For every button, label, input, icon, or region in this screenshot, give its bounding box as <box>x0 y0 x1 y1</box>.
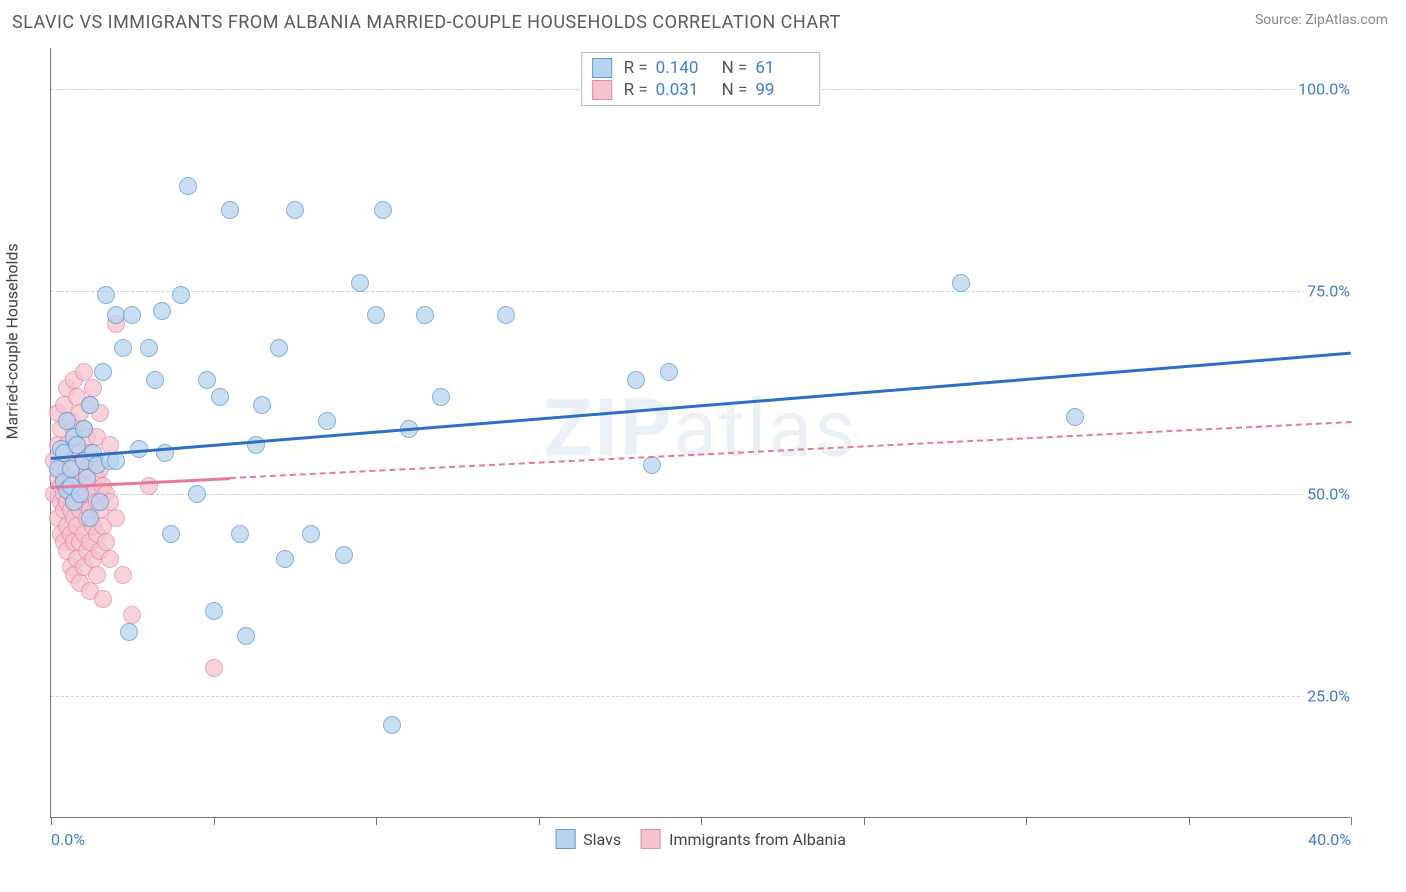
x-tick <box>864 817 865 825</box>
data-point-slavs <box>81 509 99 527</box>
x-tick <box>1189 817 1190 825</box>
data-point-slavs <box>188 485 206 503</box>
data-point-slavs <box>416 306 434 324</box>
source-attribution: Source: ZipAtlas.com <box>1255 12 1388 28</box>
series-legend: Slavs Immigrants from Albania <box>555 829 846 849</box>
stats-legend-box: R = 0.140 N = 61 R = 0.031 N = 99 <box>581 52 821 106</box>
x-tick <box>376 817 377 825</box>
legend-label-albania: Immigrants from Albania <box>669 830 846 849</box>
swatch-slavs <box>592 58 612 78</box>
x-tick <box>1026 817 1027 825</box>
data-point-slavs <box>179 177 197 195</box>
data-point-slavs <box>198 371 216 389</box>
data-point-slavs <box>627 371 645 389</box>
data-point-slavs <box>318 412 336 430</box>
x-tick <box>701 817 702 825</box>
y-tick-label: 25.0% <box>1303 687 1354 706</box>
data-point-albania <box>88 566 106 584</box>
y-tick-label: 75.0% <box>1303 282 1354 301</box>
swatch-albania <box>592 80 612 100</box>
legend-item-albania: Immigrants from Albania <box>641 829 846 849</box>
data-point-slavs <box>302 525 320 543</box>
data-point-slavs <box>123 306 141 324</box>
data-point-albania <box>84 379 102 397</box>
data-point-slavs <box>253 396 271 414</box>
data-point-albania <box>114 566 132 584</box>
data-point-albania <box>75 363 93 381</box>
y-tick-label: 50.0% <box>1303 484 1354 503</box>
data-point-slavs <box>497 306 515 324</box>
n-value-slavs: 61 <box>755 58 809 78</box>
data-point-albania <box>140 477 158 495</box>
data-point-slavs <box>205 602 223 620</box>
x-tick <box>539 817 540 825</box>
data-point-albania <box>101 550 119 568</box>
r-label: R = <box>624 58 648 78</box>
data-point-slavs <box>432 388 450 406</box>
r-label: R = <box>624 80 648 100</box>
data-point-slavs <box>367 306 385 324</box>
data-point-slavs <box>114 339 132 357</box>
x-tick-label: 0.0% <box>51 830 85 849</box>
data-point-albania <box>123 606 141 624</box>
n-label: N = <box>722 80 748 100</box>
data-point-slavs <box>952 274 970 292</box>
y-tick-label: 100.0% <box>1294 79 1354 98</box>
swatch-albania <box>641 829 661 849</box>
data-point-slavs <box>276 550 294 568</box>
chart-title: SLAVIC VS IMMIGRANTS FROM ALBANIA MARRIE… <box>12 12 841 33</box>
stats-row-slavs: R = 0.140 N = 61 <box>592 57 810 79</box>
data-point-slavs <box>75 420 93 438</box>
data-point-slavs <box>660 363 678 381</box>
data-point-slavs <box>286 201 304 219</box>
stats-row-albania: R = 0.031 N = 99 <box>592 79 810 101</box>
legend-item-slavs: Slavs <box>555 829 621 849</box>
gridline <box>51 494 1350 495</box>
data-point-slavs <box>146 371 164 389</box>
data-point-slavs <box>97 286 115 304</box>
data-point-slavs <box>91 493 109 511</box>
n-value-albania: 99 <box>755 80 809 100</box>
data-point-slavs <box>140 339 158 357</box>
data-point-slavs <box>351 274 369 292</box>
data-point-slavs <box>172 286 190 304</box>
data-point-slavs <box>270 339 288 357</box>
data-point-slavs <box>211 388 229 406</box>
trend-line-slavs <box>51 352 1351 460</box>
r-value-slavs: 0.140 <box>656 58 710 78</box>
data-point-slavs <box>153 302 171 320</box>
data-point-slavs <box>94 363 112 381</box>
data-point-slavs <box>374 201 392 219</box>
x-tick <box>214 817 215 825</box>
x-tick-label: 40.0% <box>1308 830 1351 849</box>
data-point-slavs <box>383 716 401 734</box>
x-tick <box>51 817 52 825</box>
data-point-slavs <box>162 525 180 543</box>
data-point-slavs <box>81 396 99 414</box>
data-point-albania <box>107 509 125 527</box>
data-point-albania <box>94 590 112 608</box>
x-tick <box>1351 817 1352 825</box>
data-point-slavs <box>231 525 249 543</box>
gridline <box>51 291 1350 292</box>
data-point-slavs <box>221 201 239 219</box>
chart-plot-area: ZIPatlas R =0.140N =61R =0.031N =99 Slav… <box>50 48 1350 818</box>
y-axis-label: Married-couple Households <box>3 243 22 439</box>
data-point-slavs <box>1066 408 1084 426</box>
data-point-slavs <box>237 627 255 645</box>
data-point-slavs <box>335 546 353 564</box>
r-value-albania: 0.031 <box>656 80 710 100</box>
n-label: N = <box>722 58 748 78</box>
data-point-albania <box>205 659 223 677</box>
gridline <box>51 696 1350 697</box>
swatch-slavs <box>555 829 575 849</box>
data-point-albania <box>97 533 115 551</box>
legend-label-slavs: Slavs <box>583 830 621 849</box>
data-point-slavs <box>643 456 661 474</box>
data-point-slavs <box>120 623 138 641</box>
